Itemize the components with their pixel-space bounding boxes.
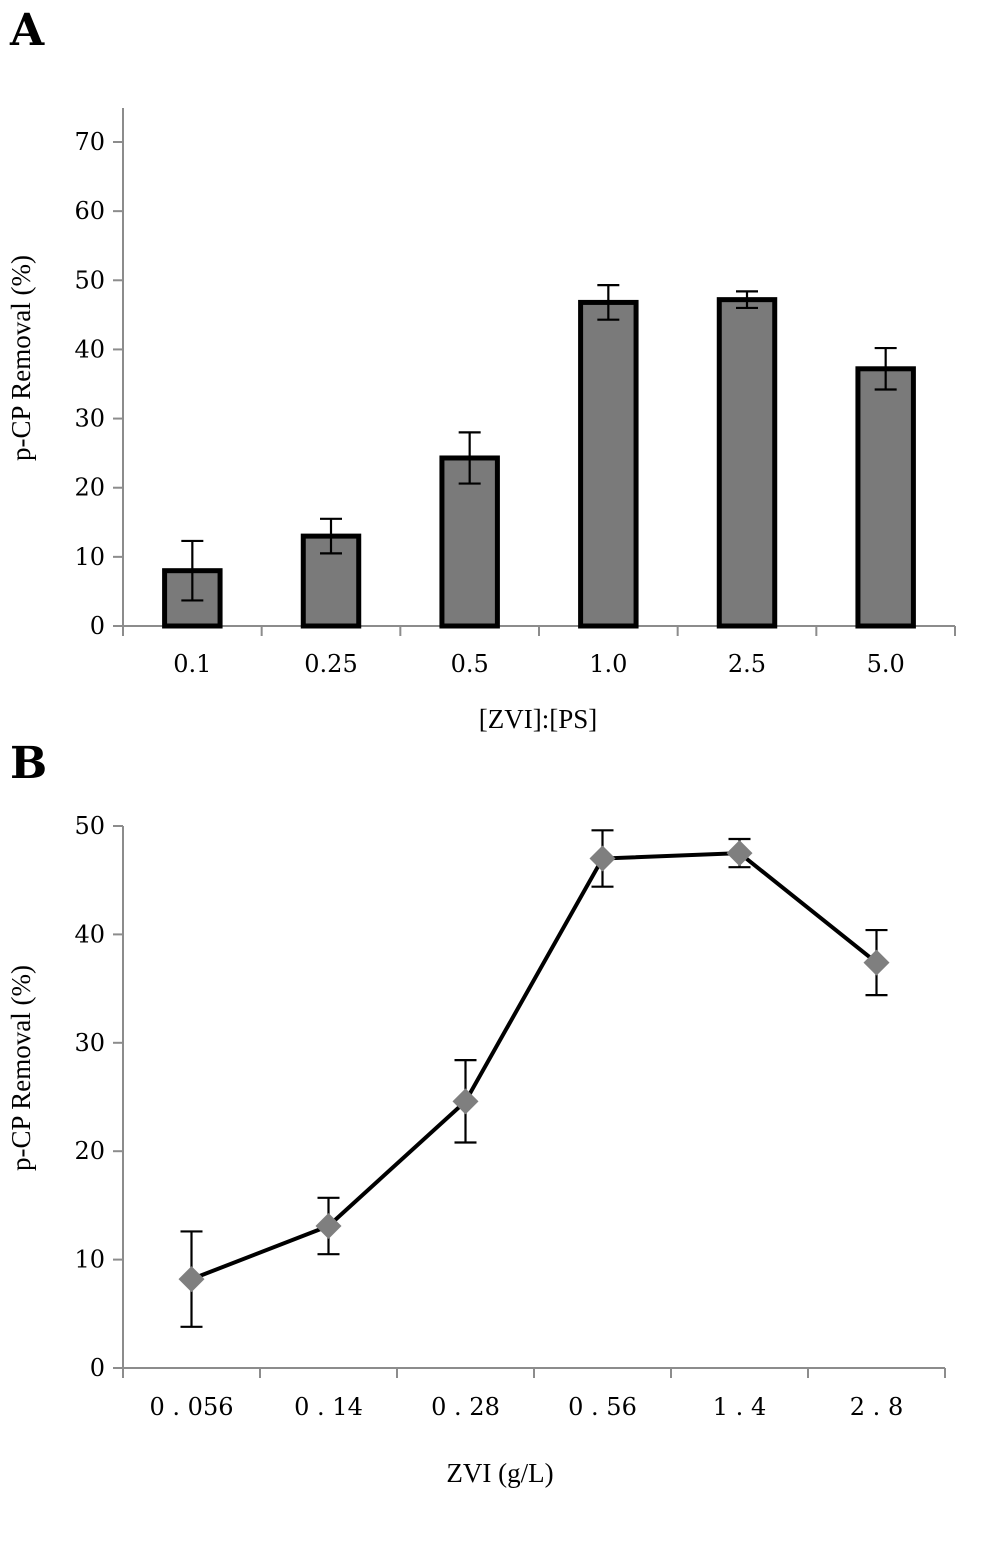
panel-a-axes: 0 10 20 30 40 50 60 70 0.1 0.25 0.5 1.0 2.5 5.0 — [74, 108, 956, 678]
panel-a-bar — [578, 299, 639, 629]
panel-a-y-tick-label: 60 — [74, 197, 105, 225]
panel-b-y-tick-label: 30 — [74, 1029, 105, 1057]
panel-a-y-tick-label: 10 — [74, 543, 105, 571]
panel-b-point-marker — [315, 1212, 342, 1239]
panel-b-x-tick-label: 2 . 8 — [850, 1393, 903, 1421]
panel-a-y-tick-label: 0 — [90, 612, 105, 640]
panel-b-x-tick-label: 0 . 56 — [568, 1393, 637, 1421]
panel-a-y-tick-label: 30 — [74, 405, 105, 433]
panel-b-series — [178, 829, 890, 1328]
panel-b-axes: 0 10 20 30 40 50 0 . 056 0 . 14 0 . 28 0 . 56 1 . … — [74, 812, 946, 1421]
panel-b-y-tick-label: 20 — [74, 1137, 105, 1165]
panel-a-y-tick-label: 70 — [74, 128, 105, 156]
panel-b-x-tick-label: 0 . 28 — [431, 1393, 500, 1421]
panel-a-bar — [716, 297, 778, 629]
panel-a-y-tick-label: 50 — [74, 266, 105, 294]
panel-b-point-marker — [178, 1266, 205, 1293]
panel-b-point-marker — [726, 840, 753, 867]
panel-b-x-axis-title: ZVI (g/L) — [446, 1458, 553, 1488]
panel-a-y-tick-label: 20 — [74, 474, 105, 502]
panel-a-letter: A — [9, 5, 45, 56]
panel-a-x-axis-title: [ZVI]:[PS] — [479, 704, 597, 734]
panel-a-y-axis-title: p-CP Removal (%) — [6, 255, 36, 461]
panel-a-x-tick-label: 0.25 — [304, 650, 357, 678]
panel-a-bar — [855, 366, 916, 629]
panel-b-point-marker — [452, 1088, 479, 1115]
panel-a-x-tick-label: 0.1 — [173, 650, 211, 678]
panel-b-point-marker — [863, 949, 890, 976]
panel-b-x-tick-label: 0 . 14 — [294, 1393, 363, 1421]
panel-a-x-tick-label: 1.0 — [589, 650, 627, 678]
panel-b-y-tick-label: 50 — [74, 812, 105, 840]
panel-b-x-tick-label: 0 . 056 — [150, 1393, 234, 1421]
panel-b-y-axis-title: p-CP Removal (%) — [6, 965, 36, 1171]
panel-a-y-tick-label: 40 — [74, 335, 105, 363]
panel-b-y-tick-label: 10 — [74, 1246, 105, 1274]
panel-b: B p-CP Removal (%) ZVI (g/L) 0 10 20 30 40 50… — [6, 738, 946, 1488]
panel-b-y-tick-label: 0 — [90, 1354, 105, 1382]
panel-b-y-tick-label: 40 — [74, 920, 105, 948]
panel-a-x-tick-label: 2.5 — [728, 650, 766, 678]
panel-b-x-tick-label: 1 . 4 — [713, 1393, 766, 1421]
panel-b-series-line — [190, 851, 878, 1281]
panel-b-letter: B — [10, 738, 47, 789]
panel-a-x-tick-label: 0.5 — [451, 650, 489, 678]
panel-a-bars — [162, 284, 916, 629]
panel-a: A p-CP Removal (%) [ZVI]:[PS] 0 10 20 30 40 5… — [6, 5, 956, 734]
panel-b-point-marker — [589, 845, 616, 872]
panel-a-x-tick-label: 5.0 — [867, 650, 905, 678]
